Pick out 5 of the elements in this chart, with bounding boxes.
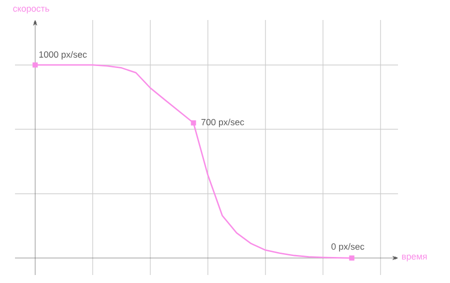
x-axis-title: время: [402, 254, 427, 262]
data-label: 700 px/sec: [201, 118, 244, 128]
data-label: 1000 px/sec: [39, 51, 87, 60]
data-label: 0 px/sec: [331, 243, 364, 252]
y-axis-title: скорость: [13, 6, 50, 14]
